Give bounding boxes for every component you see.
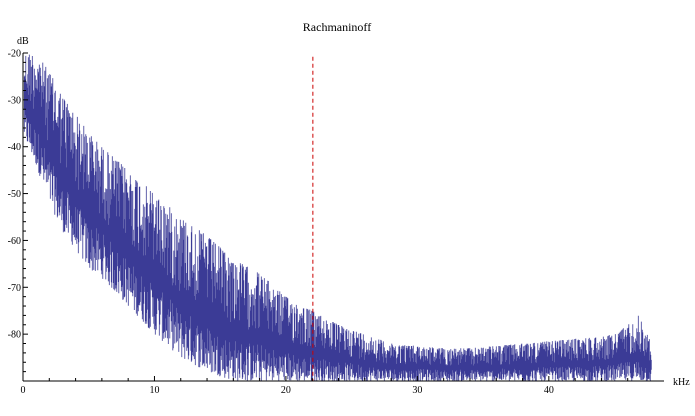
x-tick-label: 20 (281, 385, 291, 396)
y-axis-label: dB (17, 36, 29, 47)
x-tick-label: 30 (412, 385, 422, 396)
spectrum-series (23, 54, 652, 381)
axes: 0 10 20 30 40 -20 -30 -40 -50 -60 -70 -80 (8, 49, 664, 396)
x-axis-label: kHz (673, 377, 690, 388)
chart-title: Rachmaninoff (303, 20, 371, 34)
y-tick-label: -30 (8, 95, 21, 106)
y-tick-label: -60 (8, 236, 21, 247)
spectrum-line (23, 54, 652, 381)
y-tick-label: -20 (8, 49, 21, 60)
x-tick-label: 0 (21, 385, 26, 396)
x-tick-label: 10 (149, 385, 159, 396)
y-tick-label: -70 (8, 283, 21, 294)
y-tick-label: -50 (8, 189, 21, 200)
x-tick-label: 40 (544, 385, 554, 396)
y-tick-label: -80 (8, 330, 21, 341)
y-tick-label: -40 (8, 142, 21, 153)
